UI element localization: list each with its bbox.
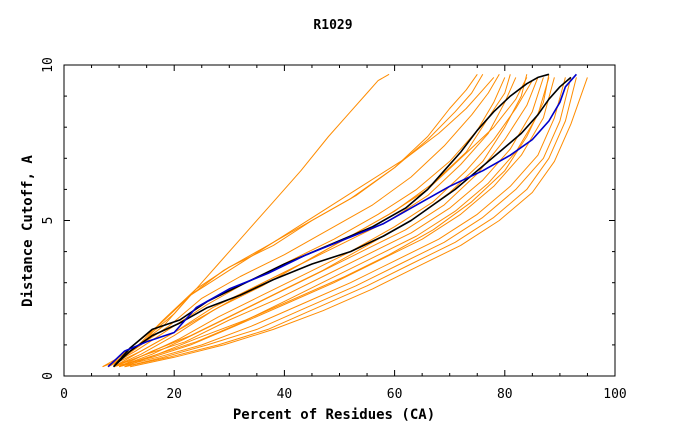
model-line-8 bbox=[118, 77, 539, 368]
x-tick-label: 0 bbox=[60, 387, 68, 402]
highlight-series-layer bbox=[107, 73, 578, 368]
chart-title: R1029 bbox=[313, 18, 352, 33]
model-line-10 bbox=[118, 77, 550, 368]
model-line-11 bbox=[113, 77, 555, 368]
y-tick-label: 0 bbox=[41, 372, 56, 380]
model-line-3 bbox=[107, 74, 478, 368]
model-line-5 bbox=[113, 77, 517, 368]
y-axis-label: Distance Cutoff, A bbox=[20, 155, 36, 307]
x-tick-label: 80 bbox=[497, 387, 513, 402]
model-line-18 bbox=[118, 74, 528, 368]
x-tick-label: 60 bbox=[387, 387, 403, 402]
model-line-12 bbox=[118, 77, 566, 368]
model-line-9 bbox=[113, 77, 544, 368]
model-line-16 bbox=[107, 74, 500, 368]
model-line-15 bbox=[129, 77, 588, 368]
y-tick-label: 5 bbox=[41, 217, 56, 225]
x-axis-label: Percent of Residues (CA) bbox=[233, 407, 435, 423]
model-line-13 bbox=[124, 77, 572, 368]
model-line-0 bbox=[102, 73, 390, 368]
tick-layer: 0 20 40 60 80 100 0 5 10 bbox=[41, 57, 627, 402]
x-tick-label: 100 bbox=[603, 387, 626, 402]
model-line-19 bbox=[124, 74, 550, 368]
y-tick-label: 10 bbox=[41, 57, 56, 73]
model-line-14 bbox=[124, 77, 577, 368]
highlight-line-1 bbox=[113, 73, 550, 368]
x-tick-label: 20 bbox=[166, 387, 182, 402]
highlight-line-2 bbox=[107, 73, 578, 368]
series-layer bbox=[102, 73, 588, 368]
x-tick-label: 40 bbox=[277, 387, 293, 402]
